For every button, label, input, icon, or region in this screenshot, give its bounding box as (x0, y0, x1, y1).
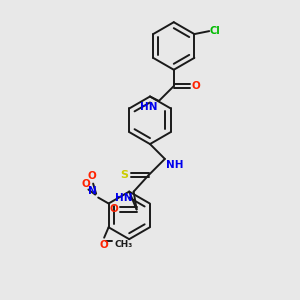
Text: Cl: Cl (210, 26, 220, 36)
Text: O: O (109, 204, 118, 214)
Text: S: S (120, 170, 128, 180)
Text: HN: HN (115, 193, 132, 203)
Text: O: O (192, 81, 200, 91)
Text: HN: HN (140, 102, 158, 112)
Text: N: N (88, 186, 97, 196)
Text: O: O (100, 240, 109, 250)
Text: NH: NH (166, 160, 184, 170)
Text: O: O (88, 171, 97, 181)
Text: O: O (82, 178, 91, 189)
Text: CH₃: CH₃ (115, 240, 133, 249)
